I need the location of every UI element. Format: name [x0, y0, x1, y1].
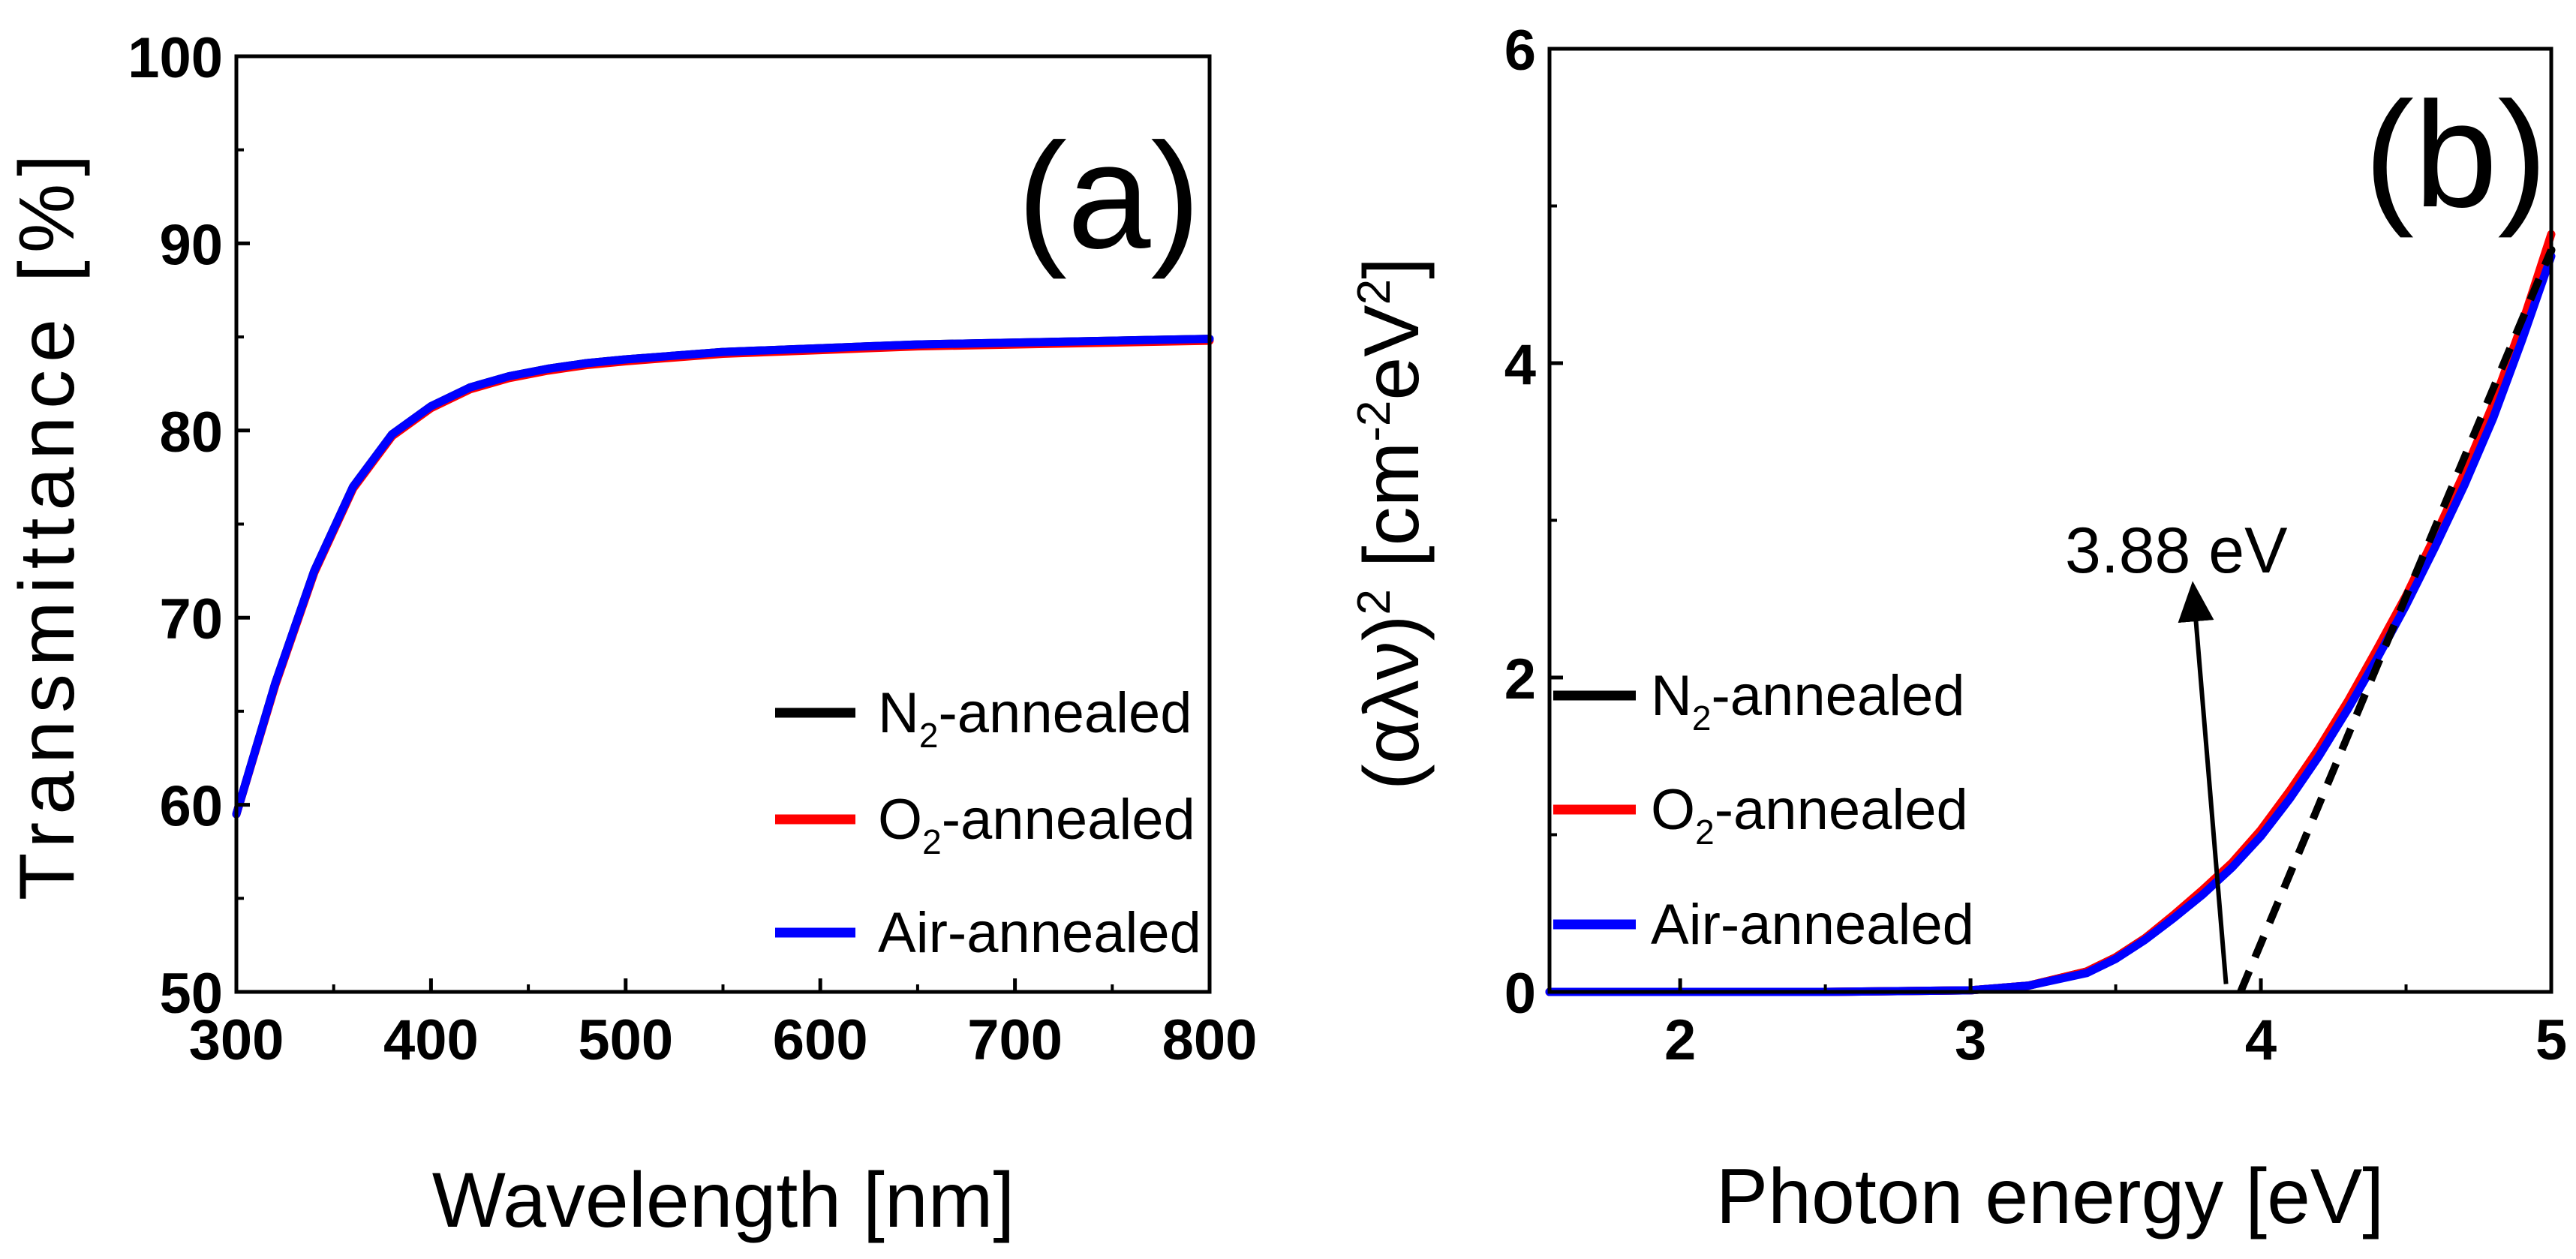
panel-b-y-axis-title: (αλν)2 [cm-2eV2]	[1348, 257, 1435, 790]
panel-a: 300 400 500 600 700 800 50 60 70 80 90 100 (a) Wave…	[4, 26, 1257, 1244]
y-tick-label: 60	[159, 775, 223, 839]
panel-b-label: (b)	[2364, 71, 2547, 239]
panel-a-label: (a)	[1017, 113, 1201, 280]
panel-a-y-axis-title: Transmittance [%]	[4, 147, 91, 900]
panel-b-ticks: 2 3 4 5 0 2 4 6	[1504, 19, 2567, 1072]
ylabel-greek: (αλν)	[1348, 615, 1435, 790]
x-tick-label: 5	[2535, 1008, 2567, 1072]
x-tick-label: 300	[189, 1008, 284, 1072]
y-tick-label: 90	[159, 213, 223, 277]
ylabel-sup3: 2	[1348, 279, 1400, 305]
panel-a-ticks: 300 400 500 600 700 800 50 60 70 80 90 100	[128, 26, 1257, 1072]
panel-a-legend: N2-annealed O2-annealed Air-annealed	[775, 681, 1201, 965]
x-tick-label: 400	[383, 1008, 479, 1072]
legend-entry: O2-annealed	[1651, 778, 1968, 852]
x-tick-label: 500	[578, 1008, 673, 1072]
ylabel-bracket-close: ]	[1348, 257, 1435, 279]
y-tick-label: 0	[1504, 962, 1536, 1026]
panel-b-legend: N2-annealed O2-annealed Air-annealed	[1553, 664, 1974, 957]
y-tick-label: 50	[159, 962, 223, 1026]
panel-b-x-axis-title: Photon energy [eV]	[1716, 1153, 2384, 1240]
panel-b-plot-area	[1545, 230, 2556, 996]
x-tick-label: 2	[1664, 1008, 1696, 1072]
y-tick-label: 100	[128, 26, 223, 90]
bandgap-annotation: 3.88 eV	[2065, 515, 2287, 587]
x-tick-label: 3	[1955, 1008, 1986, 1072]
linear-fit-line	[2237, 248, 2555, 993]
legend-entry: N2-annealed	[1651, 664, 1965, 738]
x-tick-label: 700	[967, 1008, 1063, 1072]
x-tick-label: 4	[2245, 1008, 2277, 1072]
panel-a-plot-area	[232, 335, 1214, 819]
y-tick-label: 6	[1504, 19, 1536, 83]
ylabel-unit: eV	[1348, 305, 1435, 400]
legend-entry: O2-annealed	[878, 788, 1195, 861]
y-tick-label: 80	[159, 401, 223, 464]
legend-entry: N2-annealed	[878, 681, 1192, 755]
legend-entry: Air-annealed	[878, 901, 1201, 965]
ylabel-bracket-open: [cm	[1348, 442, 1435, 589]
y-tick-label: 2	[1504, 648, 1536, 711]
x-tick-label: 600	[773, 1008, 868, 1072]
y-tick-label: 70	[159, 587, 223, 651]
annotation-arrow	[2178, 581, 2229, 984]
ylabel-sup2: -2	[1348, 401, 1400, 442]
series-line-air-annealed	[1545, 252, 2556, 996]
series-line-air-annealed	[232, 335, 1214, 819]
panel-a-x-axis-title: Wavelength [nm]	[432, 1157, 1015, 1244]
legend-entry: Air-annealed	[1651, 893, 1974, 957]
ylabel-sup: 2	[1348, 589, 1400, 614]
x-tick-label: 800	[1162, 1008, 1258, 1072]
y-tick-label: 4	[1504, 333, 1536, 397]
